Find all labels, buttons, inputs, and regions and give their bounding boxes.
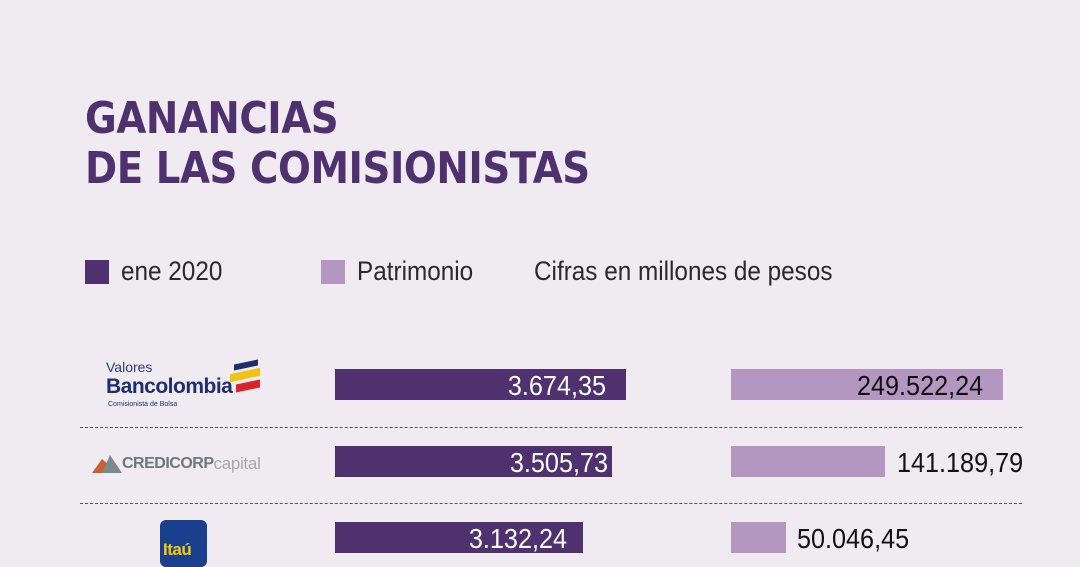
- bancolombia-logo: Valores Bancolombia Comisionista de Bols…: [106, 359, 266, 413]
- bar-ene-2020: 3.505,73: [335, 446, 612, 478]
- bar-ene-2020: 3.674,35: [335, 369, 626, 401]
- bar-value: 3.505,73: [509, 447, 608, 478]
- page-title: GANANCIAS DE LAS COMISIONISTAS: [85, 94, 590, 194]
- bar-value: 50.046,45: [797, 523, 910, 554]
- logo-text-bold: CREDICORP: [122, 455, 214, 472]
- bar-value: 249.522,24: [856, 370, 983, 401]
- legend-item-patrimonio: Patrimonio: [321, 256, 486, 287]
- title-line-2: DE LAS COMISIONISTAS: [85, 143, 590, 194]
- title-line-1: GANANCIAS: [85, 93, 339, 144]
- units-note: Cifras en millones de pesos: [534, 256, 833, 286]
- legend-note: Cifras en millones de pesos: [534, 256, 866, 287]
- logo-text-top: Valores: [106, 359, 153, 375]
- itau-logo: Itaú: [160, 520, 207, 567]
- bar-value: 3.132,24: [468, 523, 567, 554]
- legend-swatch-dark: [85, 259, 109, 284]
- table-row: 3.505,73 141.189,79: [0, 446, 1080, 486]
- row-divider: [80, 427, 1022, 428]
- bar-patrimonio: [731, 446, 885, 477]
- logo-text-sub: Comisionista de Bolsa: [108, 401, 178, 408]
- logo-text: Itaú: [163, 540, 192, 559]
- legend-label: ene 2020: [121, 256, 223, 286]
- logo-text-light: capital: [213, 454, 261, 473]
- bar-patrimonio: [731, 522, 786, 553]
- legend-swatch-light: [321, 259, 345, 284]
- bar-value: 3.674,35: [507, 370, 606, 401]
- mountain-icon: [92, 455, 122, 473]
- bar-patrimonio: 249.522,24: [731, 369, 1003, 401]
- row-divider: [80, 503, 1022, 504]
- legend-label: Patrimonio: [357, 256, 474, 286]
- table-row: 3.132,24 50.046,45: [0, 522, 1080, 562]
- bar-ene-2020: 3.132,24: [335, 522, 583, 554]
- table-row: 3.674,35 249.522,24: [0, 369, 1080, 409]
- legend-item-ene-2020: ene 2020: [85, 256, 234, 287]
- logo-text-name: Bancolombia: [106, 375, 233, 398]
- credicorp-logo: CREDICORP capital: [92, 452, 282, 476]
- bar-value: 141.189,79: [897, 447, 1024, 478]
